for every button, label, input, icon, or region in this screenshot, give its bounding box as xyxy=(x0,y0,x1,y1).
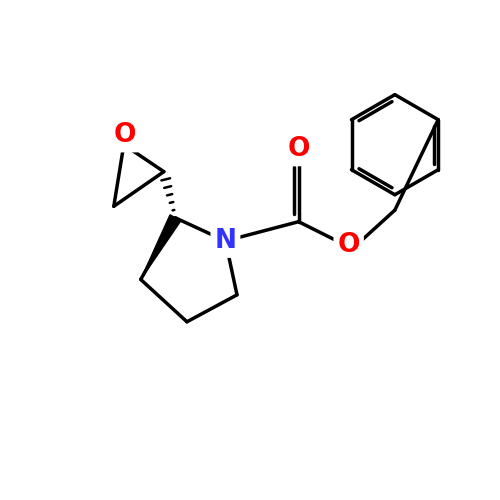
Text: O: O xyxy=(338,232,360,258)
Text: O: O xyxy=(288,136,310,162)
Text: N: N xyxy=(214,228,236,254)
Text: O: O xyxy=(288,136,310,162)
Text: O: O xyxy=(114,122,136,148)
Text: O: O xyxy=(114,122,136,148)
Polygon shape xyxy=(141,215,181,280)
Text: O: O xyxy=(338,232,360,258)
Text: N: N xyxy=(214,228,236,254)
